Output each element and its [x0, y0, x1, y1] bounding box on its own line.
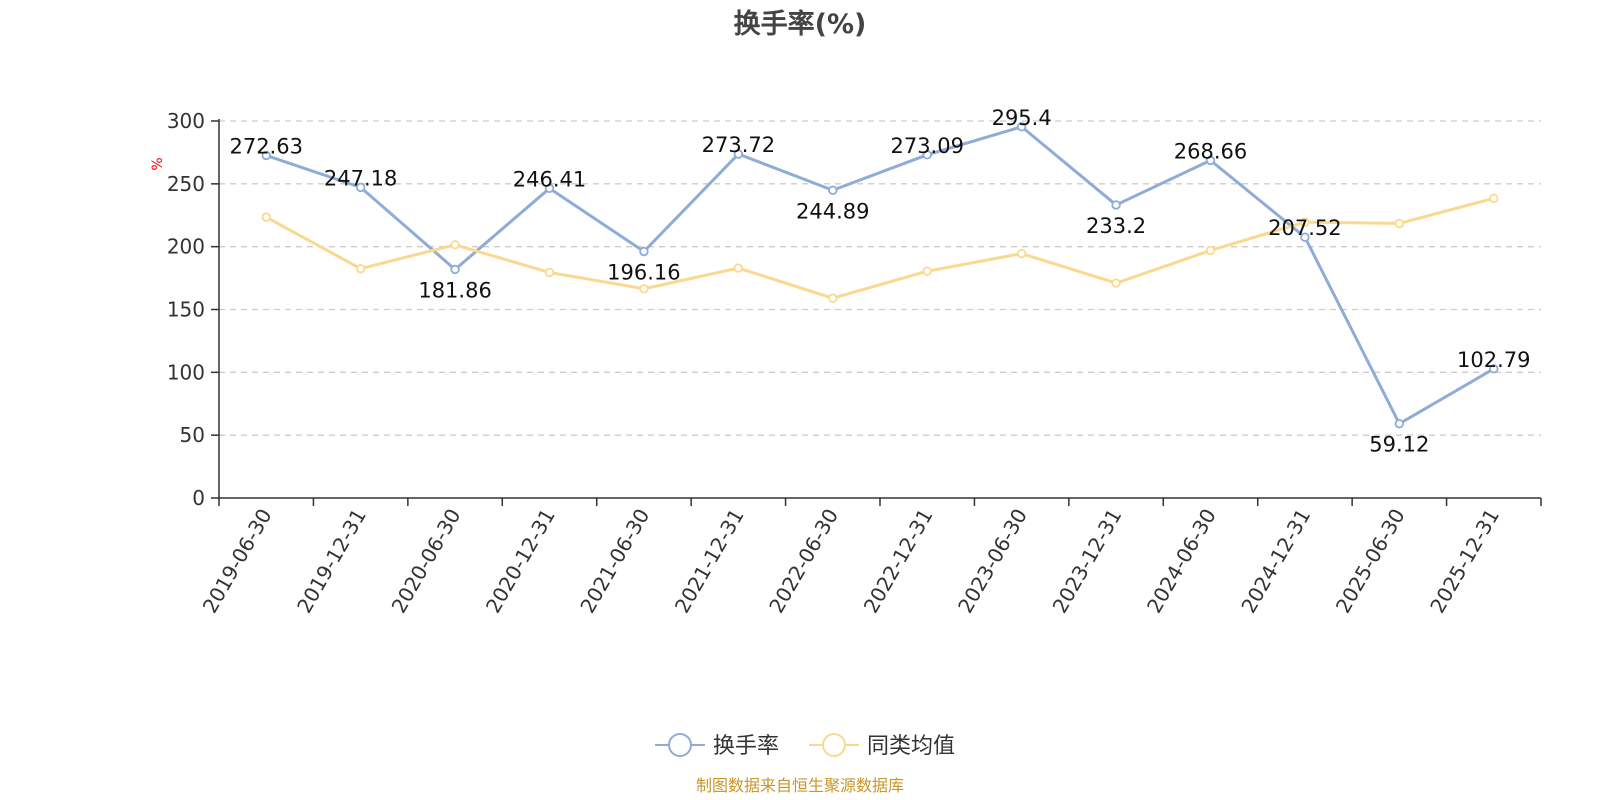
series-0-point[interactable]: [733, 149, 744, 159]
series-0-point[interactable]: [1300, 232, 1310, 242]
x-tick-label: 2022-12-31: [859, 505, 938, 618]
x-tick-label: 2019-12-31: [292, 505, 371, 618]
x-tick-label: 2023-06-30: [953, 505, 1032, 618]
data-label: 273.72: [702, 133, 775, 157]
data-label: 295.4: [992, 106, 1052, 130]
y-tick-label: 250: [167, 172, 205, 196]
series: [261, 122, 1499, 429]
y-axis-label: %: [150, 157, 166, 170]
x-tick-label: 2024-12-31: [1236, 505, 1315, 618]
data-label: 59.12: [1369, 433, 1429, 457]
series-0-point[interactable]: [1016, 122, 1027, 132]
data-label: 272.63: [229, 134, 302, 158]
x-tick-label: 2024-06-30: [1142, 505, 1221, 618]
series-1-point[interactable]: [1300, 217, 1310, 227]
x-tick-label: 2020-12-31: [481, 505, 560, 618]
series-1-point[interactable]: [1111, 278, 1121, 288]
legend-item-0[interactable]: 换手率: [655, 733, 779, 759]
series-1-point[interactable]: [639, 284, 649, 294]
legend-label: 换手率: [713, 734, 779, 759]
legend-circle-icon: [822, 733, 846, 757]
series-1-point[interactable]: [355, 263, 366, 274]
data-label: 247.18: [324, 166, 397, 190]
legend-circle-icon: [668, 733, 692, 757]
series-1-point[interactable]: [1016, 248, 1027, 259]
series-0-point[interactable]: [1489, 364, 1499, 374]
x-tick-label: 2019-06-30: [198, 505, 277, 618]
data-label: 181.86: [418, 278, 491, 302]
series-1-point[interactable]: [261, 212, 271, 222]
series-1-point[interactable]: [733, 263, 744, 273]
data-label: 268.66: [1174, 139, 1247, 163]
series-0-point[interactable]: [828, 185, 838, 195]
x-tick-label: 2025-12-31: [1425, 505, 1504, 618]
legend-item-1[interactable]: 同类均值: [809, 733, 955, 759]
legend[interactable]: 换手率 同类均值: [655, 733, 955, 759]
x-tick-label: 2020-06-30: [386, 505, 465, 618]
legend-label: 同类均值: [867, 734, 955, 759]
y-tick-label: 150: [167, 298, 205, 322]
y-tick-label: 300: [167, 109, 205, 133]
series-0-point[interactable]: [355, 182, 366, 193]
x-tick-label: 2023-12-31: [1047, 505, 1126, 618]
series-1-point[interactable]: [922, 266, 932, 276]
series-1-point[interactable]: [1394, 218, 1405, 229]
y-tick-label: 100: [167, 360, 205, 384]
chart-title: 换手率(%): [734, 8, 867, 40]
data-label: 207.52: [1268, 216, 1341, 240]
series-0-point[interactable]: [1394, 419, 1405, 429]
data-label: 102.79: [1457, 348, 1530, 372]
series-0-point[interactable]: [1111, 200, 1121, 210]
x-tick-label: 2025-06-30: [1331, 505, 1410, 618]
series-0-point[interactable]: [261, 150, 271, 161]
series-1-point[interactable]: [828, 293, 838, 303]
y-tick-label: 50: [180, 423, 205, 447]
series-line-1: [265, 196, 1495, 300]
data-label: 244.89: [796, 199, 869, 223]
data-label: 273.09: [890, 134, 963, 158]
series-line-0: [265, 125, 1495, 426]
y-tick-label: 200: [167, 235, 205, 259]
series-1-point[interactable]: [450, 240, 460, 250]
x-tick-label: 2022-06-30: [764, 505, 843, 618]
y-tick-label: 0: [192, 486, 205, 510]
series-0-point[interactable]: [1205, 155, 1216, 166]
series-0-point[interactable]: [450, 264, 460, 275]
data-label: 246.41: [513, 167, 586, 191]
x-tick-label: 2021-12-31: [670, 505, 749, 618]
source-note: 制图数据来自恒生聚源数据库: [696, 776, 904, 795]
series-1-point[interactable]: [544, 267, 555, 278]
grid-lines: [219, 120, 1541, 436]
series-0-point[interactable]: [544, 183, 555, 194]
series-1-point[interactable]: [1205, 245, 1216, 256]
series-0-point[interactable]: [922, 150, 932, 160]
series-1-point[interactable]: [1489, 193, 1499, 203]
data-labels: 272.63 247.18 181.86 246.41 196.16 273.72 244.…: [229, 106, 1530, 457]
x-tick-label: 2021-06-30: [575, 505, 654, 618]
data-label: 233.2: [1086, 214, 1146, 238]
data-label: 196.16: [607, 260, 680, 284]
series-0-point[interactable]: [639, 246, 649, 257]
